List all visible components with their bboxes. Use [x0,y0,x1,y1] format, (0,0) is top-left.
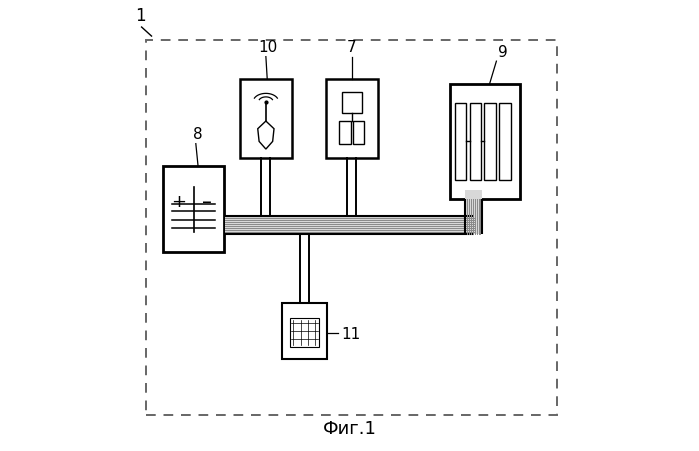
Text: 11: 11 [341,326,361,341]
Bar [470,104,481,180]
Bar [499,104,511,180]
Bar [342,92,361,114]
Bar [454,104,466,180]
Text: 10: 10 [259,40,278,55]
Bar [225,217,474,234]
FancyBboxPatch shape [282,303,327,360]
Bar [466,191,482,234]
Bar [290,318,319,347]
Bar [353,122,364,144]
Text: 8: 8 [193,127,203,142]
Text: –: – [202,192,212,211]
FancyBboxPatch shape [240,80,292,159]
Text: 7: 7 [347,40,356,55]
Text: 9: 9 [498,45,508,60]
FancyBboxPatch shape [450,84,520,199]
Bar [484,104,496,180]
Bar [339,122,351,144]
Text: +: + [171,193,187,211]
Polygon shape [258,122,274,150]
FancyBboxPatch shape [326,80,377,159]
Text: Фиг.1: Фиг.1 [322,419,377,437]
Text: 1: 1 [135,7,145,25]
FancyBboxPatch shape [163,167,224,253]
